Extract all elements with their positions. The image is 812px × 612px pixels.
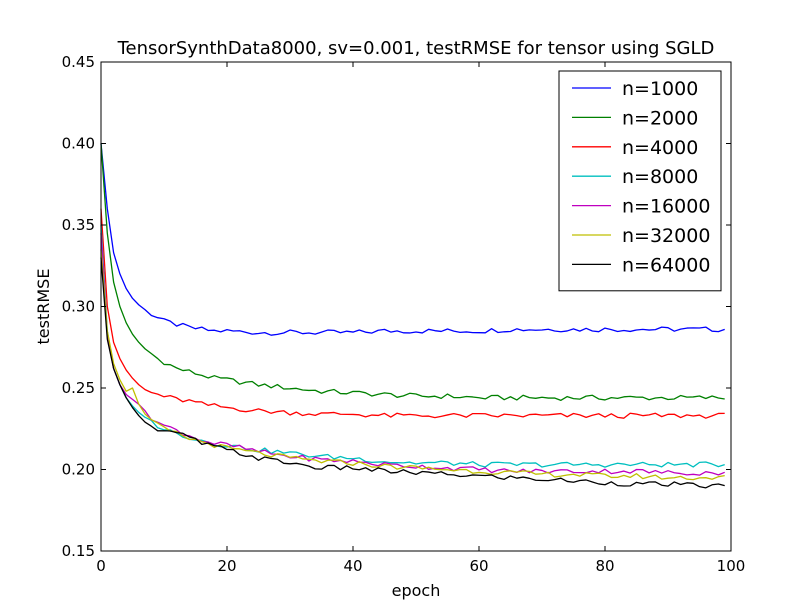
legend-box bbox=[558, 70, 722, 292]
y-tick-label: 0.25 bbox=[62, 379, 95, 397]
ticks-layer: 0 20 40 60 80 100 0.15 0.20 0.25 0.30 0.35 0.40 0.45 bbox=[62, 53, 746, 575]
legend: n=1000 n=2000 n=4000 n=8000 n=16000 n=32000 n=… bbox=[558, 70, 722, 292]
legend-label: n=64000 bbox=[622, 254, 710, 276]
legend-label: n=4000 bbox=[622, 137, 698, 159]
x-tick-label: 20 bbox=[217, 557, 236, 575]
y-tick-label: 0.15 bbox=[62, 542, 95, 560]
legend-label: n=16000 bbox=[622, 196, 710, 218]
series-line-n-16000 bbox=[100, 233, 725, 476]
series-layer bbox=[100, 143, 725, 489]
x-tick-label: 40 bbox=[343, 557, 362, 575]
y-tick-label: 0.30 bbox=[62, 298, 95, 316]
legend-label: n=2000 bbox=[622, 107, 698, 129]
legend-label: n=32000 bbox=[622, 225, 710, 247]
series-line-n-4000 bbox=[100, 208, 725, 419]
x-tick-label: 80 bbox=[595, 557, 614, 575]
chart-title: TensorSynthData8000, sv=0.001, testRMSE … bbox=[117, 38, 715, 59]
y-tick-label: 0.35 bbox=[62, 216, 95, 234]
series-line-n-2000 bbox=[100, 143, 725, 402]
legend-label: n=1000 bbox=[622, 78, 698, 100]
x-tick-label: 100 bbox=[717, 557, 746, 575]
y-tick-label: 0.45 bbox=[62, 53, 95, 71]
series-line-n-64000 bbox=[100, 257, 725, 489]
legend-label: n=8000 bbox=[622, 166, 698, 188]
x-tick-label: 60 bbox=[469, 557, 488, 575]
y-tick-label: 0.40 bbox=[62, 135, 95, 153]
series-line-n-1000 bbox=[100, 143, 725, 336]
x-tick-label: 0 bbox=[96, 557, 106, 575]
y-axis-label: testRMSE bbox=[34, 269, 53, 345]
series-line-n-32000 bbox=[100, 249, 725, 481]
x-axis-label: epoch bbox=[392, 581, 441, 600]
y-tick-label: 0.20 bbox=[62, 461, 95, 479]
